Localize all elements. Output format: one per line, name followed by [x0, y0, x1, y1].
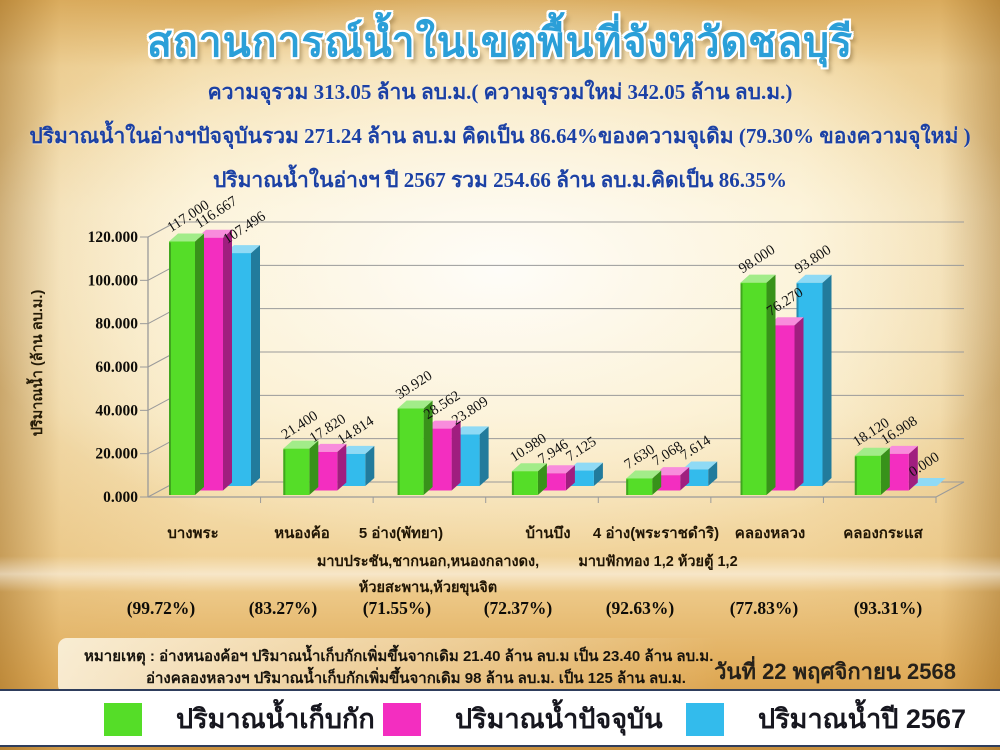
legend-label-0: ปริมาณน้ำเก็บกัก	[176, 704, 375, 734]
legend-label-2: ปริมาณน้ำปี 2567	[758, 704, 966, 734]
subtitle-current-volume: ปริมาณน้ำในอ่างฯปัจจุบันรวม 271.24 ล้าน …	[29, 124, 971, 148]
y-tick-label: 120.000	[88, 229, 139, 246]
value-label-s0-c5: 98.000	[736, 242, 778, 277]
legend: ปริมาณน้ำเก็บกัก ปริมาณน้ำปัจจุบัน ปริมาณน…	[0, 689, 1000, 747]
subtitle-previous-year-volume: ปริมาณน้ำในอ่างฯ ปี 2567 รวม 254.66 ล้าน…	[212, 168, 788, 192]
category-label-2: 5 อ่าง(พัทยา)	[358, 525, 444, 542]
note-line-1: หมายเหตุ : อ่างหนองค้อฯ ปริมาณน้ำเก็บกัก…	[84, 648, 714, 665]
percent-label-5: (77.83%)	[729, 598, 799, 618]
percent-label-1: (83.27%)	[248, 598, 318, 618]
bar-s0-c1	[283, 440, 319, 495]
y-tick-label: 0.000	[103, 489, 138, 506]
legend-item-1: ปริมาณน้ำปัจจุบัน	[383, 703, 663, 736]
category-label-3: บ้านบึง	[525, 525, 571, 542]
bars	[169, 229, 946, 495]
category-label-4: 4 อ่าง(พระราชดำริ)	[592, 525, 720, 542]
y-tick-label: 20.000	[95, 446, 138, 463]
category-sublabel-4-0: มาบฟักทอง 1,2 ห้วยตู้ 1,2	[578, 554, 738, 570]
category-label-5: คลองหลวง	[734, 525, 806, 542]
background-shine-band	[0, 556, 1000, 592]
bar-s2-c6	[910, 478, 946, 486]
y-tick-label: 40.000	[95, 402, 138, 419]
bar-s0-c5	[740, 274, 776, 495]
y-tick-label: 100.000	[88, 272, 139, 289]
bar-s0-c2	[397, 400, 433, 495]
legend-swatch-2	[686, 703, 724, 736]
y-tick-label: 80.000	[95, 316, 138, 333]
percent-label-4: (92.63%)	[605, 598, 675, 618]
bar-s0-c3	[511, 463, 547, 495]
category-label-0: บางพระ	[167, 525, 219, 542]
percent-label-0: (99.72%)	[126, 598, 196, 618]
legend-swatch-1	[383, 703, 421, 736]
subtitle-capacity-total: ความจุรวม 313.05 ล้าน ลบ.ม.( ความจุรวมให…	[207, 80, 793, 104]
y-axis-title: ปริมาณน้ำ (ล้าน ลบ.ม.)	[26, 290, 46, 437]
legend-item-0: ปริมาณน้ำเก็บกัก	[104, 703, 375, 736]
category-sublabel-2-0: มาบประชัน,ชากนอก,หนองกลางดง,	[316, 554, 540, 570]
legend-item-2: ปริมาณน้ำปี 2567	[686, 703, 966, 736]
bar-s0-c4	[626, 470, 662, 495]
notes-background-band	[58, 638, 718, 694]
percent-label-2: (71.55%)	[362, 598, 432, 618]
note-line-2: อ่างคลองหลวงฯ ปริมาณน้ำเก็บกักเพิ่มขึ้นจ…	[146, 670, 686, 687]
value-label-s2-c4: 7.614	[678, 432, 715, 464]
category-label-6: คลองกระแส	[843, 525, 923, 542]
legend-label-1: ปริมาณน้ำปัจจุบัน	[455, 704, 663, 734]
legend-swatch-0	[104, 703, 142, 736]
value-label-s2-c5: 93.800	[792, 242, 834, 277]
category-sublabel-2-1: ห้วยสะพาน,ห้วยขุนจิต	[358, 580, 498, 596]
page-title: สถานการณ์น้ำในเขตพื้นที่จังหวัดชลบุรี	[146, 19, 854, 65]
percent-label-3: (72.37%)	[483, 598, 553, 618]
date-stamp: วันที่ 22 พฤศจิกายน 2568	[714, 659, 956, 684]
percent-label-6: (93.31%)	[853, 598, 923, 618]
category-label-1: หนองค้อ	[274, 525, 330, 542]
value-label-s0-c2: 39.920	[393, 368, 435, 403]
bar-s0-c6	[854, 447, 890, 495]
y-tick-label: 60.000	[95, 359, 138, 376]
bar-s0-c0	[169, 233, 204, 495]
